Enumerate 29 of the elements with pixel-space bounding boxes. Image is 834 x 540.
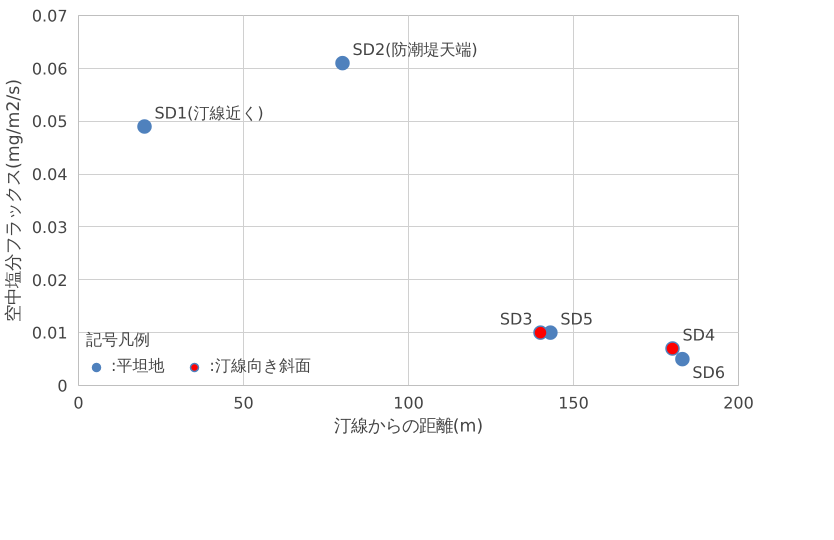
point: [665, 341, 680, 356]
annotation: SD2(防潮堤天端): [352, 40, 478, 60]
y-tick-label: 0.04: [32, 165, 68, 184]
x-tick-label: 200: [723, 394, 754, 412]
x-tick-label: 150: [558, 394, 589, 412]
y-tick-label: 0.07: [32, 6, 68, 26]
y-tick-label: 0.02: [32, 270, 68, 290]
x-tick-label: 0: [73, 394, 84, 412]
annotation: SD1(汀線近く): [154, 104, 264, 122]
point: [335, 56, 350, 70]
y-tick-label: 0.03: [32, 218, 68, 237]
y-axis-title: 空中塩分フラックス(mg/m2/s): [4, 78, 24, 322]
legend-label: :汀線向き斜面: [209, 356, 311, 377]
y-tick-label: 0.06: [32, 59, 68, 78]
annotation: SD5: [560, 310, 594, 329]
point: [137, 119, 152, 134]
x-tick-label: 50: [233, 394, 254, 412]
y-tick-label: 0: [57, 376, 68, 396]
annotation: SD3: [500, 310, 532, 329]
y-tick-label: 0.01: [32, 324, 68, 343]
legend-title: 記号凡例: [86, 330, 151, 351]
annotation: SD6: [692, 363, 726, 382]
point: [675, 352, 690, 366]
annotation: SD4: [682, 326, 716, 344]
y-tick-label: 0.05: [32, 112, 68, 132]
point: [533, 325, 548, 340]
legend-label: :平坦地: [111, 356, 164, 377]
x-tick-label: 100: [393, 394, 424, 412]
x-axis-title: 汀線からの距離(m): [334, 416, 484, 436]
